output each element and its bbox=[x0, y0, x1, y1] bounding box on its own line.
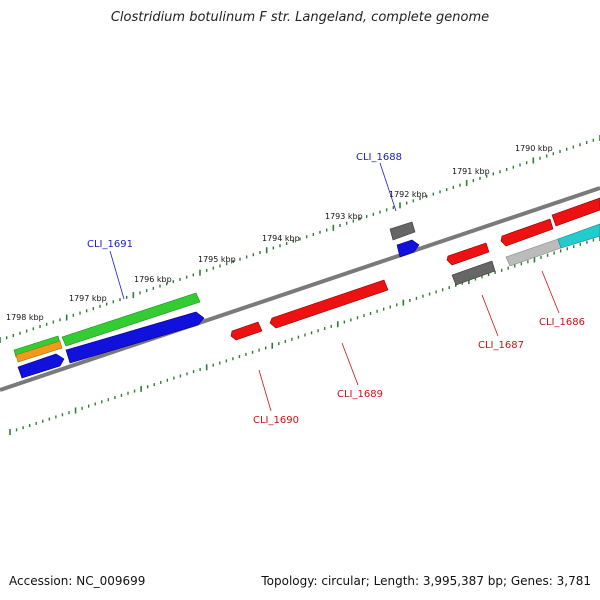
topology-text: Topology: circular; Length: 3,995,387 bp… bbox=[261, 574, 591, 588]
leader-cli-1686 bbox=[541, 270, 560, 314]
scale-label-1791: 1791 kbp bbox=[452, 167, 490, 176]
gene-orange[interactable] bbox=[15, 340, 63, 363]
gene-label-cli-1686[interactable]: CLI_1686 bbox=[539, 317, 585, 328]
leader-cli-1690 bbox=[258, 369, 272, 412]
gene-cli-1689[interactable] bbox=[269, 279, 389, 329]
genome-backbone bbox=[0, 186, 600, 392]
accession-text: Accession: NC_009699 bbox=[9, 574, 146, 588]
gene-label-cli-1691[interactable]: CLI_1691 bbox=[87, 239, 133, 250]
gene-cli-1691-blue[interactable] bbox=[65, 311, 205, 364]
scale-label-1796: 1796 kbp bbox=[134, 275, 172, 284]
gene-label-cli-1688[interactable]: CLI_1688 bbox=[356, 152, 402, 163]
scale-label-1798: 1798 kbp bbox=[6, 313, 44, 322]
scale-label-1795: 1795 kbp bbox=[198, 255, 236, 264]
scale-label-1792: 1792 kbp bbox=[389, 190, 427, 199]
gene-cli-1686-cyan[interactable] bbox=[557, 223, 600, 249]
gene-label-cli-1689[interactable]: CLI_1689 bbox=[337, 389, 383, 400]
scale-label-1790: 1790 kbp bbox=[515, 144, 553, 153]
scale-label-1797: 1797 kbp bbox=[69, 294, 107, 303]
leader-cli-1688 bbox=[379, 162, 397, 212]
gene-cli-1690[interactable] bbox=[230, 321, 263, 341]
gene-label-cli-1687[interactable]: CLI_1687 bbox=[478, 340, 524, 351]
map-title: Clostridium botulinum F str. Langeland, … bbox=[110, 10, 490, 25]
scale-label-1793: 1793 kbp bbox=[325, 212, 363, 221]
gene-cli-1691-green[interactable] bbox=[61, 292, 201, 347]
gene-label-cli-1690[interactable]: CLI_1690 bbox=[253, 415, 299, 426]
leader-cli-1687 bbox=[481, 294, 499, 337]
gene-cli-1688-blue[interactable] bbox=[396, 239, 420, 258]
gene-blue-small[interactable] bbox=[17, 353, 65, 379]
leader-cli-1691 bbox=[109, 250, 125, 300]
outer-scale-ticks bbox=[0, 135, 600, 343]
gene-cli-1688-gray[interactable] bbox=[389, 221, 416, 241]
gene-red-upper-2[interactable] bbox=[500, 218, 554, 247]
gene-cli-1687[interactable] bbox=[451, 260, 496, 286]
leader-cli-1689 bbox=[341, 342, 359, 386]
gene-red-upper-3[interactable] bbox=[551, 197, 600, 227]
gene-red-upper-1[interactable] bbox=[446, 242, 490, 266]
scale-label-1794: 1794 kbp bbox=[262, 234, 300, 243]
